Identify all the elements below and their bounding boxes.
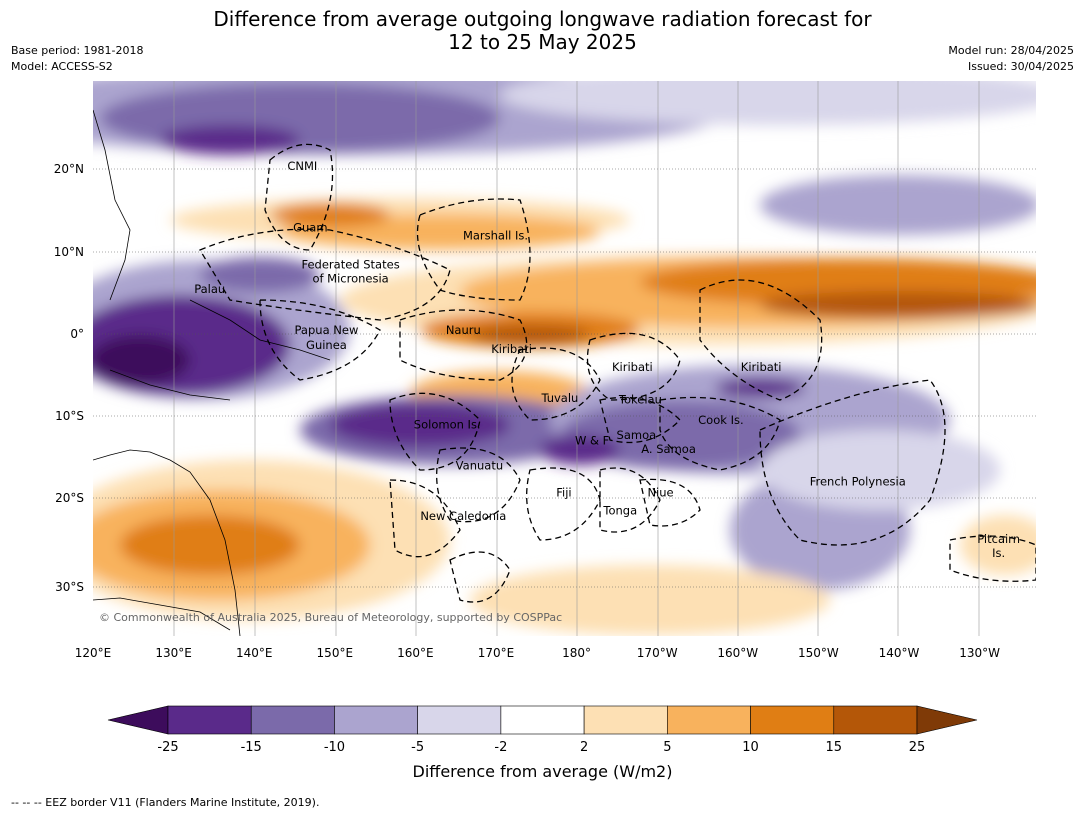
longitude-tick-labels: 120°E 130°E 140°E 150°E 160°E 170°E 180° 170°W 1… bbox=[75, 646, 1000, 660]
colorbar-segment bbox=[667, 705, 751, 735]
region-label: Solomon Is. bbox=[414, 417, 481, 431]
region-label: Samoa bbox=[617, 428, 657, 442]
lon-tick-label: 170°E bbox=[478, 646, 515, 660]
lat-tick-label: 10°N bbox=[54, 245, 84, 259]
lon-tick-label: 160°W bbox=[717, 646, 758, 660]
colorbar-tick-label: -2 bbox=[494, 740, 507, 755]
colorbar-segment bbox=[583, 705, 668, 735]
region-label: Tuvalu bbox=[540, 391, 578, 405]
region-label: Guinea bbox=[306, 338, 347, 352]
issued-date: Issued: 30/04/2025 bbox=[967, 60, 1074, 73]
region-label: Kiribati bbox=[741, 360, 782, 374]
colorbar-tick-label: -10 bbox=[324, 740, 345, 755]
page-title: Difference from average outgoing longwav… bbox=[0, 8, 1085, 54]
region-label: A. Samoa bbox=[641, 442, 696, 456]
colorbar-tick-label: 10 bbox=[742, 740, 759, 755]
coastlines bbox=[93, 109, 331, 636]
lon-tick-label: 130°E bbox=[155, 646, 192, 660]
lon-tick-label: 120°E bbox=[75, 646, 112, 660]
region-label: New Caledonia bbox=[420, 509, 506, 523]
lon-tick-label: 140°E bbox=[236, 646, 273, 660]
lat-tick-label: 20°S bbox=[55, 491, 84, 505]
region-label: Marshall Is. bbox=[463, 229, 528, 243]
lat-tick-label: 20°N bbox=[54, 162, 84, 176]
lon-tick-label: 180° bbox=[562, 646, 591, 660]
colorbar-tick-label: 15 bbox=[826, 740, 843, 755]
meta-right: Model run: 28/04/2025 Issued: 30/04/2025 bbox=[948, 43, 1074, 75]
region-label: Kiribati bbox=[491, 342, 532, 356]
title-line-1: Difference from average outgoing longwav… bbox=[213, 7, 872, 31]
colorbar-segment bbox=[417, 705, 502, 735]
colorbar-tick-label: -5 bbox=[411, 740, 424, 755]
region-label: Pitcairn bbox=[977, 532, 1020, 546]
region-label: Guam bbox=[293, 221, 327, 235]
lat-tick-label: 30°S bbox=[55, 580, 84, 594]
region-label: Nauru bbox=[446, 323, 481, 337]
lat-tick-label: 0° bbox=[70, 327, 84, 341]
region-label: Is. bbox=[992, 546, 1005, 560]
model-run: Model run: 28/04/2025 bbox=[948, 44, 1074, 57]
region-label: Kiribati bbox=[612, 360, 653, 374]
region-label: Cook Is. bbox=[698, 413, 743, 427]
colorbar-segment bbox=[500, 705, 585, 735]
meta-left: Base period: 1981-2018 Model: ACCESS-S2 bbox=[11, 43, 143, 75]
colorbar-segment bbox=[750, 705, 835, 735]
region-label: W & F bbox=[575, 434, 609, 448]
region-label: Vanuatu bbox=[456, 458, 503, 472]
region-label: French Polynesia bbox=[810, 475, 906, 489]
copyright-text: © Commonwealth of Australia 2025, Bureau… bbox=[99, 611, 562, 624]
colorbar-extend-high bbox=[916, 705, 978, 735]
colorbar-segment bbox=[833, 705, 918, 735]
colorbar-tick-label: 2 bbox=[580, 740, 588, 755]
region-label: of Micronesia bbox=[312, 271, 388, 285]
lon-tick-label: 150°W bbox=[798, 646, 839, 660]
latitude-tick-labels: 20°N 10°N 0° 10°S 20°S 30°S bbox=[54, 162, 84, 594]
region-label: Federated States bbox=[302, 257, 400, 271]
colorbar-segment bbox=[167, 705, 252, 735]
title-line-2: 12 to 25 May 2025 bbox=[448, 30, 637, 54]
lat-tick-label: 10°S bbox=[55, 409, 84, 423]
colorbar-extend-low bbox=[107, 705, 169, 735]
region-label: Niue bbox=[647, 485, 673, 499]
colorbar-title: Difference from average (W/m2) bbox=[412, 762, 673, 781]
colorbar-tick-label: 25 bbox=[909, 740, 926, 755]
colorbar-tick-label: -15 bbox=[241, 740, 262, 755]
region-label: Papua New bbox=[295, 323, 359, 337]
lon-tick-label: 170°W bbox=[637, 646, 678, 660]
lon-tick-label: 130°W bbox=[959, 646, 1000, 660]
region-label: Tonga bbox=[602, 503, 637, 517]
region-label: Tokelau bbox=[618, 393, 662, 407]
colorbar-segment bbox=[250, 705, 335, 735]
colorbar-segment bbox=[334, 705, 418, 735]
region-label: Palau bbox=[194, 282, 225, 296]
colorbar-tick-label: -25 bbox=[157, 740, 178, 755]
region-label: Fiji bbox=[556, 485, 571, 499]
eez-borders bbox=[199, 143, 1036, 603]
colorbar bbox=[107, 705, 978, 735]
lon-tick-label: 140°W bbox=[879, 646, 920, 660]
region-label: CNMI bbox=[287, 159, 317, 173]
base-period: Base period: 1981-2018 bbox=[11, 44, 144, 57]
eez-note: -- -- -- EEZ border V11 (Flanders Marine… bbox=[11, 796, 320, 809]
lon-tick-label: 160°E bbox=[397, 646, 434, 660]
model-name: Model: ACCESS-S2 bbox=[11, 60, 113, 73]
anomaly-field bbox=[93, 81, 1036, 636]
colorbar-tick-labels: -25 -15 -10 -5 -2 2 5 10 15 25 bbox=[157, 740, 925, 755]
lon-tick-label: 150°E bbox=[317, 646, 354, 660]
grid-lines bbox=[93, 168, 1036, 588]
colorbar-tick-label: 5 bbox=[663, 740, 671, 755]
